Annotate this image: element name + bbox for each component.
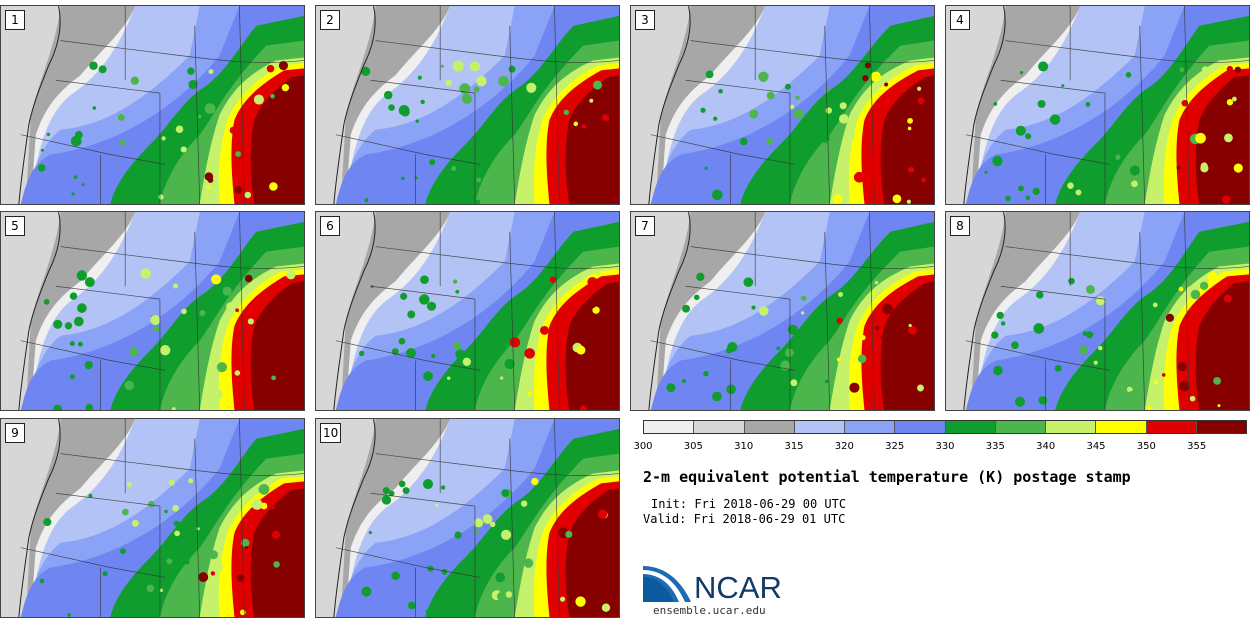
member-number-label: 7 bbox=[635, 216, 655, 236]
colorbar-tick-label: 310 bbox=[734, 441, 754, 452]
colorbar bbox=[643, 420, 1247, 434]
member-map bbox=[1, 212, 304, 410]
member-number-label: 9 bbox=[5, 423, 25, 443]
member-number-label: 1 bbox=[5, 10, 25, 30]
colorbar-tick-label: 315 bbox=[784, 441, 804, 452]
colorbar-segment bbox=[945, 421, 996, 433]
ncar-logo-icon bbox=[643, 566, 691, 602]
member-map bbox=[946, 212, 1249, 410]
ensemble-member-panel: 4 bbox=[945, 5, 1250, 205]
ensemble-member-panel: 5 bbox=[0, 211, 305, 411]
ensemble-member-panel: 7 bbox=[630, 211, 935, 411]
colorbar-ticks: 300 305 310 315 320 325 330 335 340 345 350 355 bbox=[633, 441, 1260, 455]
colorbar-tick-label: 345 bbox=[1086, 441, 1106, 452]
member-map bbox=[1, 419, 304, 617]
member-map bbox=[316, 6, 619, 204]
member-number-label: 6 bbox=[320, 216, 340, 236]
colorbar-tick-label: 340 bbox=[1036, 441, 1056, 452]
colorbar-tick-label: 330 bbox=[935, 441, 955, 452]
colorbar-segment bbox=[1096, 421, 1147, 433]
member-map bbox=[946, 6, 1249, 204]
colorbar-segment bbox=[995, 421, 1046, 433]
ensemble-member-panel: 6 bbox=[315, 211, 620, 411]
member-map bbox=[631, 6, 934, 204]
ensemble-member-panel: 1 bbox=[0, 5, 305, 205]
logo-name: NCAR bbox=[694, 570, 782, 605]
ensemble-member-panel: 2 bbox=[315, 5, 620, 205]
ensemble-member-panel: 3 bbox=[630, 5, 935, 205]
colorbar-tick-label: 350 bbox=[1136, 441, 1156, 452]
colorbar-segment bbox=[1146, 421, 1197, 433]
logo-url: ensemble.ucar.edu bbox=[653, 604, 766, 617]
valid-time: Valid: Fri 2018-06-29 01 UTC bbox=[643, 512, 846, 526]
ensemble-member-panel: 8 bbox=[945, 211, 1250, 411]
ensemble-member-panel: 10 bbox=[315, 418, 620, 618]
colorbar-segment bbox=[794, 421, 845, 433]
colorbar-segment bbox=[1046, 421, 1097, 433]
init-time: Init: Fri 2018-06-29 00 UTC bbox=[651, 497, 847, 511]
colorbar-segment bbox=[895, 421, 946, 433]
colorbar-tick-label: 355 bbox=[1187, 441, 1207, 452]
colorbar-segment bbox=[644, 421, 695, 433]
colorbar-tick-label: 325 bbox=[885, 441, 905, 452]
colorbar-tick-label: 320 bbox=[834, 441, 854, 452]
member-number-label: 5 bbox=[5, 216, 25, 236]
colorbar-segment bbox=[1196, 421, 1246, 433]
colorbar-segment bbox=[694, 421, 745, 433]
colorbar-tick-label: 335 bbox=[985, 441, 1005, 452]
member-number-label: 8 bbox=[950, 216, 970, 236]
ensemble-member-panel: 9 bbox=[0, 418, 305, 618]
figure-title: 2-m equivalent potential temperature (K)… bbox=[643, 468, 1131, 486]
member-map bbox=[316, 419, 619, 617]
member-map bbox=[631, 212, 934, 410]
member-number-label: 3 bbox=[635, 10, 655, 30]
member-number-label: 2 bbox=[320, 10, 340, 30]
member-map bbox=[316, 212, 619, 410]
colorbar-segment bbox=[744, 421, 795, 433]
member-map bbox=[1, 6, 304, 204]
colorbar-tick-label: 300 bbox=[633, 441, 653, 452]
member-number-label: 4 bbox=[950, 10, 970, 30]
member-number-label: 10 bbox=[320, 423, 342, 443]
colorbar-tick-label: 305 bbox=[683, 441, 703, 452]
colorbar-segment bbox=[845, 421, 896, 433]
